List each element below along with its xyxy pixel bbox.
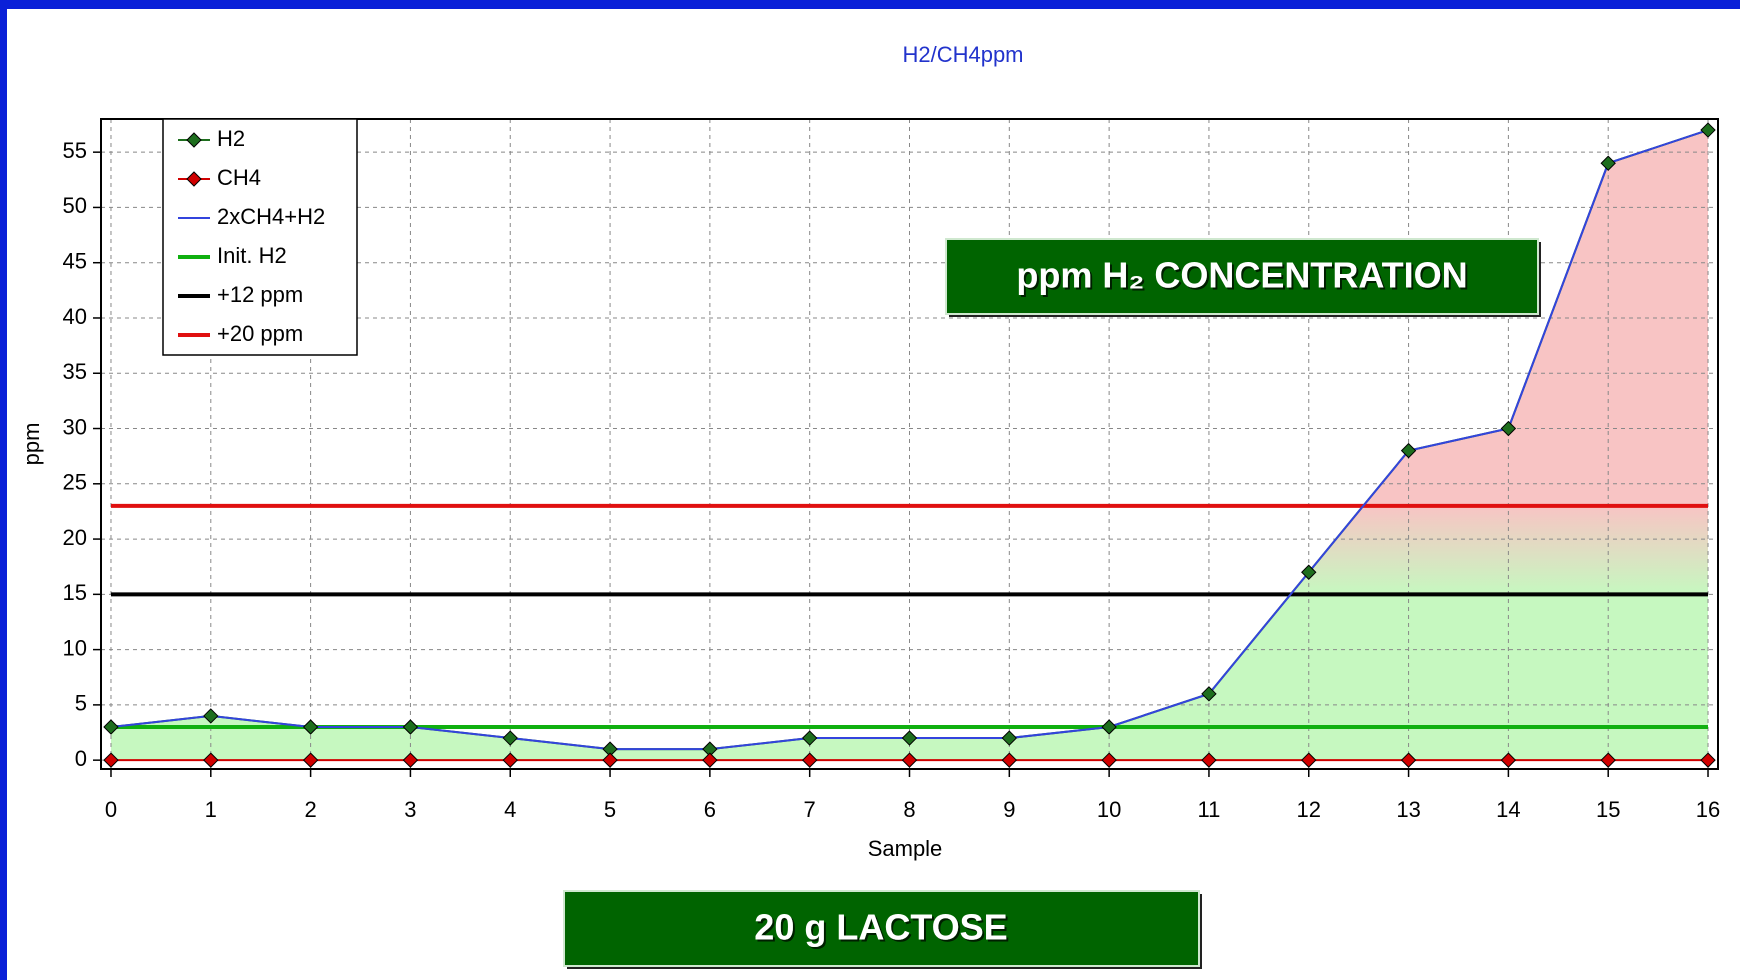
y-tick-label: 15 xyxy=(63,580,87,605)
x-tick-label: 4 xyxy=(504,797,516,822)
data-point xyxy=(901,752,918,768)
x-tick-label: 12 xyxy=(1297,797,1321,822)
data-point xyxy=(1301,752,1317,768)
y-tick-label: 45 xyxy=(63,249,87,274)
legend-label: CH4 xyxy=(217,165,261,190)
data-point xyxy=(302,752,319,768)
annotation: 20 g LACTOSE xyxy=(754,907,1007,948)
data-point xyxy=(702,752,718,768)
legend-label: 2xCH4+H2 xyxy=(217,204,325,229)
data-point xyxy=(1400,752,1417,768)
data-point xyxy=(103,719,119,735)
data-point xyxy=(1201,686,1217,702)
data-point xyxy=(1600,155,1616,171)
x-tick-label: 7 xyxy=(804,797,816,822)
y-tick-label: 0 xyxy=(75,746,87,771)
y-axis-label: ppm xyxy=(19,423,44,466)
legend: H2 CH4 2xCH4+H2 Init. H2 +12 ppm +20 ppm xyxy=(162,118,358,356)
chart-title: H2/CH4ppm xyxy=(902,42,1023,67)
x-tick-label: 1 xyxy=(205,797,217,822)
y-tick-label: 40 xyxy=(63,304,87,329)
y-tick-label: 35 xyxy=(63,359,87,384)
x-tick-label: 14 xyxy=(1496,797,1520,822)
y-tick-label: 5 xyxy=(75,691,87,716)
frame-top xyxy=(0,0,1740,9)
data-point xyxy=(1001,730,1018,746)
x-tick-label: 5 xyxy=(604,797,616,822)
annotation-background xyxy=(945,238,1539,315)
data-point xyxy=(502,730,518,746)
x-tick-label: 3 xyxy=(404,797,416,822)
y-tick-label: 30 xyxy=(63,414,87,439)
x-tick-label: 9 xyxy=(1003,797,1015,822)
data-point xyxy=(1500,752,1517,768)
x-tick-label: 2 xyxy=(304,797,316,822)
data-point xyxy=(502,752,518,768)
data-point xyxy=(402,752,419,768)
data-point xyxy=(1500,420,1517,437)
data-point xyxy=(901,730,918,746)
data-point xyxy=(1101,719,1117,735)
y-tick-label: 50 xyxy=(63,193,87,218)
data-point xyxy=(1101,752,1117,768)
y-tick-label: 25 xyxy=(63,470,87,495)
legend-box xyxy=(162,118,358,356)
x-tick-label: 0 xyxy=(105,797,117,822)
x-tick-label: 8 xyxy=(903,797,915,822)
legend-label: H2 xyxy=(217,126,245,151)
legend-label: +12 ppm xyxy=(217,282,303,307)
data-point xyxy=(203,708,219,724)
data-point xyxy=(1700,122,1716,138)
annotation-box: 20 g LACTOSE xyxy=(563,890,1202,969)
data-point xyxy=(103,752,119,768)
annotation: ppm H₂ CONCENTRATION xyxy=(1016,255,1467,296)
x-axis-label: Sample xyxy=(868,836,943,861)
data-point xyxy=(302,719,319,735)
data-point xyxy=(801,752,818,768)
data-point xyxy=(402,719,419,735)
x-tick-label: 11 xyxy=(1198,797,1221,822)
annotation-box: ppm H₂ CONCENTRATION xyxy=(945,238,1541,317)
y-tick-label: 55 xyxy=(63,138,87,163)
data-point xyxy=(1700,752,1716,768)
plot-frame xyxy=(100,118,1719,770)
legend-label: Init. H2 xyxy=(217,243,287,268)
annotation-background xyxy=(563,890,1200,967)
x-tick-label: 6 xyxy=(704,797,716,822)
legend-marker xyxy=(186,132,202,148)
y-tick-label: 10 xyxy=(63,635,87,660)
data-point xyxy=(801,730,818,746)
data-point xyxy=(1001,752,1018,768)
data-point xyxy=(203,752,219,768)
x-tick-label: 16 xyxy=(1696,797,1720,822)
x-tick-label: 15 xyxy=(1596,797,1620,822)
legend-label: +20 ppm xyxy=(217,321,303,346)
data-point xyxy=(1301,564,1317,580)
frame-left xyxy=(0,0,7,980)
x-tick-label: 13 xyxy=(1396,797,1420,822)
data-point xyxy=(1600,752,1616,768)
data-point xyxy=(1201,752,1217,768)
y-tick-label: 20 xyxy=(63,525,87,550)
data-point xyxy=(602,752,618,768)
legend-marker xyxy=(186,171,202,187)
data-point xyxy=(1400,442,1417,459)
x-tick-label: 10 xyxy=(1097,797,1121,822)
